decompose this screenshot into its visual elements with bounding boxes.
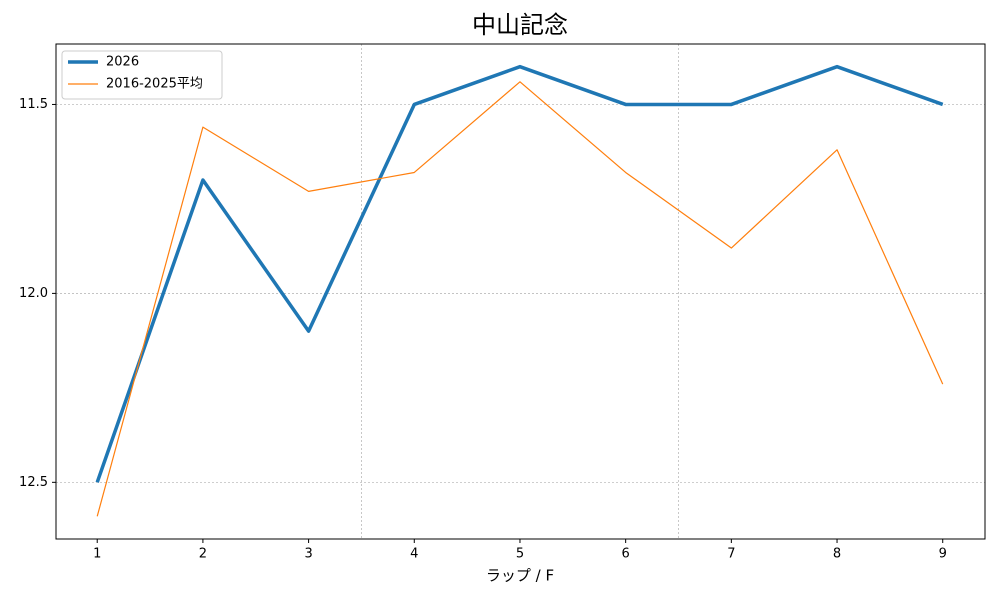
x-tick-label: 9 (939, 547, 947, 562)
x-tick-label: 6 (622, 547, 630, 562)
x-tick-label: 7 (727, 547, 735, 562)
line-series (96, 81, 944, 517)
legend-label: 2016-2025平均 (106, 77, 203, 92)
x-tick-label: 3 (304, 547, 312, 562)
y-tick-label: 12.0 (19, 286, 48, 301)
y-tick-label: 11.5 (19, 97, 48, 112)
plot-frame (55, 43, 986, 540)
legend-label: 2026 (106, 55, 139, 70)
x-tick-label: 5 (516, 547, 524, 562)
x-axis-label: ラップ / F (486, 567, 554, 585)
x-tick-label: 4 (410, 547, 418, 562)
y-tick-label: 12.5 (19, 475, 48, 490)
legend-box (61, 50, 223, 100)
chart-title: 中山記念 (472, 11, 568, 39)
x-tick-label: 8 (833, 547, 841, 562)
x-tick-label: 2 (199, 547, 207, 562)
line-series (95, 64, 944, 483)
x-tick-label: 1 (93, 547, 101, 562)
